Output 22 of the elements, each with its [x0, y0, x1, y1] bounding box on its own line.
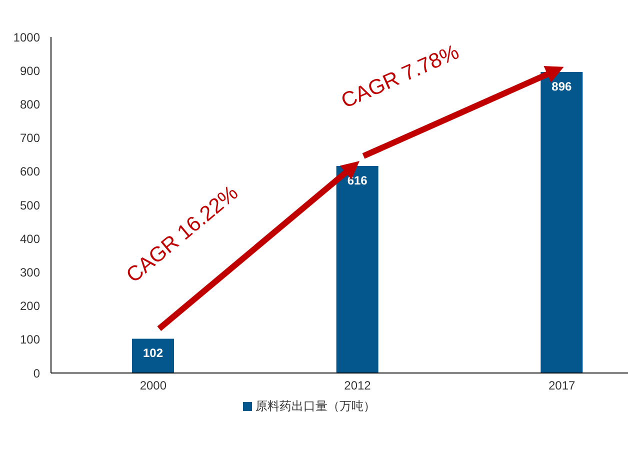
bar	[336, 166, 378, 373]
bar	[540, 72, 583, 373]
y-tick-label: 900	[20, 64, 40, 78]
x-tick-label: 2000	[140, 378, 167, 393]
data-label: 102	[142, 346, 164, 360]
y-tick-label: 1000	[13, 30, 40, 44]
y-tick-label: 0	[33, 366, 40, 380]
y-tick-label: 300	[20, 265, 40, 280]
y-tick-label: 800	[20, 97, 40, 112]
y-tick-label: 200	[20, 299, 40, 314]
data-label: 616	[347, 174, 368, 188]
data-label: 896	[552, 79, 572, 94]
y-tick-label: 600	[20, 164, 40, 179]
annotation: CAGR 7.78%	[338, 40, 462, 112]
y-tick-label: 400	[20, 232, 40, 246]
y-tick-label: 700	[20, 131, 40, 146]
y-tick-label: 100	[20, 332, 40, 347]
bar	[132, 338, 174, 373]
legend-label: 原料药出口量（万吨）	[256, 399, 376, 413]
x-tick-label: 2012	[344, 378, 372, 393]
x-tick-label: 2017	[548, 378, 576, 393]
y-tick-label: 500	[20, 198, 40, 212]
